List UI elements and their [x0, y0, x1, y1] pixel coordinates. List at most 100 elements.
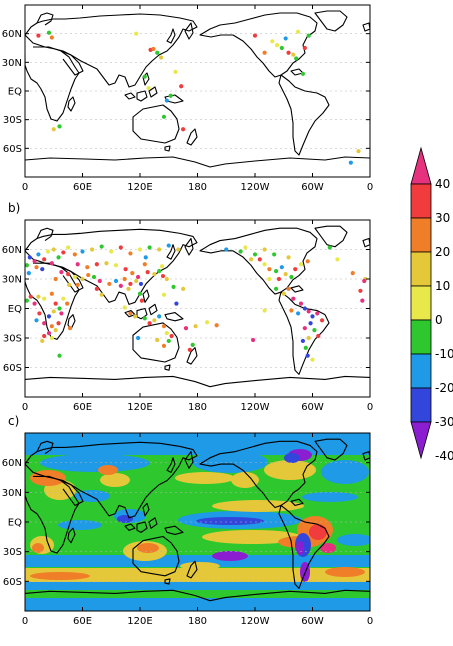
station-point [147, 245, 152, 250]
station-point [42, 257, 47, 262]
station-point [107, 281, 112, 287]
station-point [145, 270, 150, 275]
station-point [59, 311, 64, 316]
station-point [142, 316, 147, 321]
station-point [310, 314, 315, 319]
station-point [53, 276, 58, 282]
x-tick-label: 180 [188, 402, 207, 413]
station-point [45, 249, 51, 254]
x-tick-label: 0 [367, 182, 373, 193]
field-band-arctic [25, 433, 370, 455]
station-point [155, 50, 160, 55]
field-pacific-yellow-s [202, 530, 302, 544]
station-point [161, 324, 167, 329]
field-band-southern-ocean [25, 568, 370, 582]
station-point [306, 309, 311, 314]
station-point [276, 276, 282, 282]
y-tick-label: 30S [3, 334, 22, 345]
station-point [262, 247, 267, 252]
x-tick-label: 120W [241, 616, 270, 627]
colorbar-label: -20 [435, 381, 453, 395]
station-point [358, 288, 363, 293]
station-point [61, 250, 66, 255]
station-point [302, 306, 307, 311]
station-point [316, 333, 321, 339]
field-australia-core [137, 543, 159, 553]
station-point [25, 298, 30, 303]
station-point [283, 36, 288, 41]
station-point [135, 274, 141, 280]
station-point [130, 271, 135, 276]
colorbar-segment [410, 285, 432, 321]
field-pacific-yellow-n [212, 500, 304, 512]
panel-a-background [25, 5, 370, 177]
field-spac-purple [212, 551, 248, 561]
colorbar-label: 40 [435, 177, 450, 191]
station-point [289, 308, 294, 313]
y-tick-label: 30N [2, 488, 22, 499]
field-safrica-core [32, 543, 44, 553]
station-point [36, 252, 41, 257]
x-tick-label: 180 [188, 616, 207, 627]
station-point [123, 267, 128, 272]
field-npac-yellow [175, 472, 235, 484]
station-point [152, 271, 157, 277]
station-point [155, 337, 160, 343]
x-tick-label: 120E [127, 402, 152, 413]
y-tick-label: 60S [3, 144, 22, 155]
field-npac-yellow-2 [231, 472, 259, 488]
station-point [118, 283, 123, 288]
station-point [289, 274, 294, 280]
station-point [109, 249, 114, 254]
x-tick-label: 0 [22, 402, 28, 413]
field-pacific-deep [196, 517, 264, 525]
station-point [89, 247, 95, 252]
station-point [133, 314, 138, 319]
y-tick-label: 30N [2, 275, 22, 286]
station-point [142, 262, 147, 267]
station-point [128, 281, 133, 287]
station-point [249, 257, 254, 262]
station-point [66, 282, 72, 287]
station-point [28, 294, 33, 299]
station-point [46, 30, 52, 35]
station-point [262, 50, 267, 55]
station-point [315, 311, 320, 316]
station-point [122, 276, 127, 282]
station-point [104, 261, 109, 266]
x-tick-label: 60W [301, 402, 324, 413]
station-point [32, 301, 37, 306]
field-eurasia-blue [40, 454, 150, 472]
station-point [293, 267, 298, 272]
station-point [157, 314, 162, 319]
station-point [262, 308, 267, 313]
station-point [32, 259, 37, 264]
station-point [142, 74, 147, 79]
x-tick-label: 120E [127, 616, 152, 627]
colorbar-segment [410, 217, 432, 253]
station-point [166, 338, 171, 344]
station-point [281, 291, 286, 296]
station-point [286, 255, 291, 260]
station-point [80, 276, 85, 282]
station-point [173, 69, 178, 74]
station-point [356, 149, 361, 154]
field-sind-orange [30, 572, 90, 580]
station-point [91, 274, 97, 280]
station-point [56, 255, 61, 260]
station-point [279, 265, 284, 270]
station-point [183, 326, 189, 331]
station-point [128, 251, 133, 256]
colorbar-label: 30 [435, 211, 450, 225]
station-point [49, 291, 54, 296]
field-amazon-red [309, 524, 327, 540]
station-point [75, 262, 80, 267]
y-tick-label: 60N [2, 29, 22, 40]
station-point [34, 318, 39, 323]
colorbar: 40 30 20 10 0 -10 -20 -30 -40 [410, 146, 453, 463]
station-point [319, 318, 325, 323]
station-point [171, 284, 176, 289]
station-point [273, 269, 279, 274]
y-tick-label: 60S [3, 577, 22, 588]
